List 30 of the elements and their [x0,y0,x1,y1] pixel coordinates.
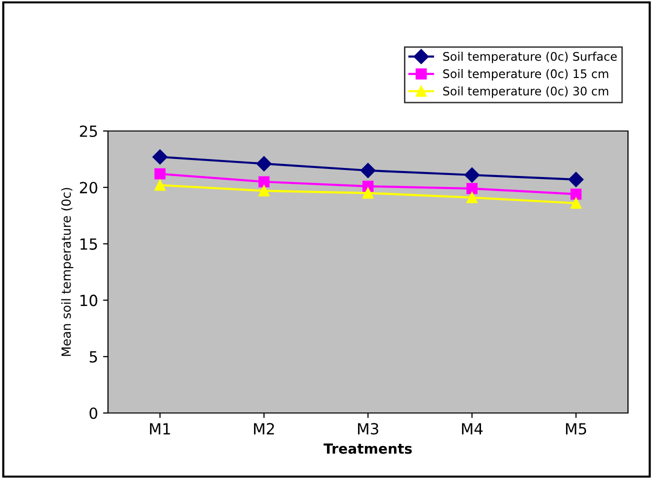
point [466,182,478,194]
legend-label: Soil temperature (0c) 30 cm [443,86,608,98]
x-tick-label: M1 [150,423,170,434]
point [154,180,166,191]
point [570,198,582,209]
x-tick-label: M4 [462,423,483,434]
point [258,176,270,188]
point [362,187,374,199]
point [466,192,478,204]
legend-label: Soil temperature (0c) Surface [443,52,617,64]
x-tick-label: M2 [254,422,274,434]
x-tick-label: M5 [566,423,586,435]
y-tick-label: 0 [90,407,98,420]
y-tick-label: 25 [80,125,97,138]
y-tick-label: 20 [80,182,98,194]
point [570,188,582,200]
point [464,167,480,183]
point [258,185,270,196]
x-tick-label: M3 [358,422,378,435]
point [256,156,272,172]
point [568,172,584,188]
y-tick-label: 15 [80,238,97,250]
y-axis-title: Mean soil temperature (0c) [61,188,74,356]
legend-label: Soil temperature (0c) 15 cm [443,69,608,80]
point [152,149,168,165]
x-axis-title: Treatments [324,443,412,454]
y-tick-label: 5 [90,351,97,363]
y-tick-label: 10 [80,294,98,306]
point [154,168,166,180]
point [360,162,376,178]
